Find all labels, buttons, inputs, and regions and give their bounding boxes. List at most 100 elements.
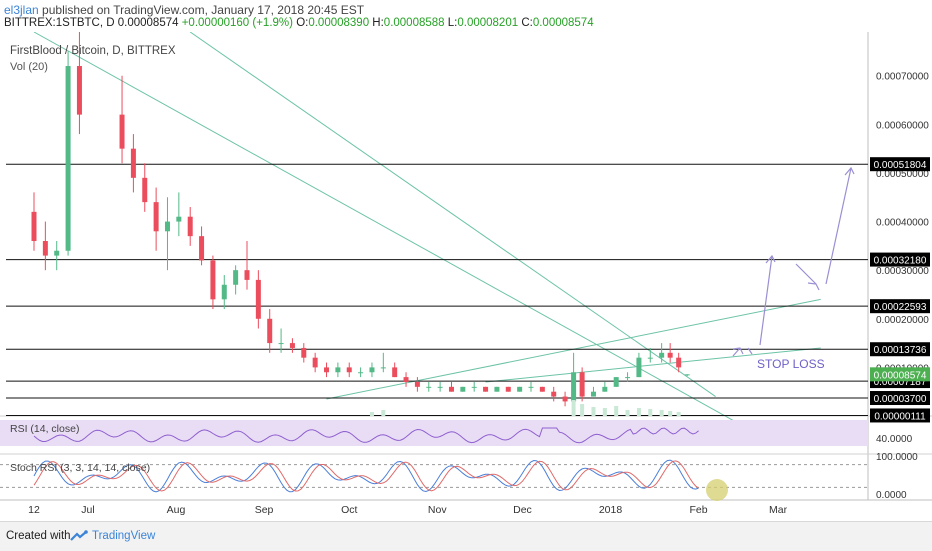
volume-bar xyxy=(602,408,607,416)
candle-body xyxy=(76,66,82,115)
volume-bar xyxy=(381,410,386,416)
candle-body xyxy=(613,377,619,387)
candle-body xyxy=(380,367,386,369)
projection-arrow xyxy=(795,263,817,285)
volume-bar xyxy=(636,408,641,416)
highlight-circle xyxy=(706,479,728,501)
candle-body xyxy=(676,357,682,368)
y-tick-label: 0.00060000 xyxy=(876,120,929,131)
candle-body xyxy=(448,386,454,392)
arrow-head xyxy=(765,254,776,264)
volume-bar xyxy=(668,411,673,416)
candle-body xyxy=(42,241,48,256)
candle-body xyxy=(579,372,585,397)
candle-body xyxy=(483,386,489,392)
x-tick-label: Nov xyxy=(428,504,447,516)
stoch-d-line xyxy=(33,460,699,492)
volume-bar xyxy=(591,407,596,416)
level-label-bg xyxy=(870,391,930,406)
low-key: L: xyxy=(447,17,458,29)
candle-body xyxy=(153,202,159,232)
volume-bar xyxy=(625,410,630,416)
stop-loss-annotation: STOP LOSS xyxy=(757,357,825,371)
candle-body xyxy=(324,367,330,373)
rsi-tick-label: 40.0000 xyxy=(876,434,913,445)
candle-body xyxy=(358,372,364,374)
projection-arrow xyxy=(747,347,753,355)
ohlc-bar: BITTREX:1STBTC, D 0.00008574 +0.00000160… xyxy=(4,17,594,29)
y-tick-label: 0.00070000 xyxy=(876,72,929,83)
volume-bar xyxy=(648,409,653,416)
level-label-bg xyxy=(870,252,930,267)
price-chart[interactable]: STOP LOSS RSI (14, close) Stoch RSI (3, … xyxy=(0,32,932,520)
rsi-band xyxy=(0,420,868,446)
level-label-bg xyxy=(870,299,930,314)
created-with-text: Created with xyxy=(6,530,71,542)
x-tick-label: 2018 xyxy=(599,504,623,516)
projection-arrow xyxy=(825,167,852,285)
high-value: 0.00008588 xyxy=(383,17,445,29)
volume-bar xyxy=(571,400,576,416)
price-panel xyxy=(0,32,868,416)
candle-body xyxy=(551,391,557,397)
stoch-title: Stoch RSI (3, 3, 14, 14, close) xyxy=(10,462,150,474)
candle-body xyxy=(119,114,125,149)
close-value: 0.00008574 xyxy=(532,17,594,29)
candle-body xyxy=(221,284,227,300)
candle-body xyxy=(403,377,409,382)
candle-body xyxy=(267,318,273,344)
x-tick-label: Feb xyxy=(690,504,708,516)
x-tick-label: Mar xyxy=(769,504,788,516)
candle-body xyxy=(289,343,295,348)
x-tick-label: Jul xyxy=(81,504,94,516)
projection-arrow xyxy=(732,347,741,357)
candle-body xyxy=(210,260,216,300)
level-price-label: 0.00013736 xyxy=(874,345,927,356)
footer-bar: Created with TradingView xyxy=(0,521,932,551)
publish-info: el3jlan published on TradingView.com, Ja… xyxy=(4,3,364,17)
candle-body xyxy=(335,367,341,373)
candle-body xyxy=(602,386,608,392)
level-price-label: 0.00051804 xyxy=(874,160,927,171)
candle-body xyxy=(471,386,477,388)
last-price-bg xyxy=(870,367,930,382)
level-price-label: 0.00003700 xyxy=(874,394,927,405)
candle-body xyxy=(233,270,239,285)
tradingview-link[interactable]: TradingView xyxy=(92,530,156,542)
arrow-head xyxy=(844,166,855,176)
projection-arrow xyxy=(759,255,773,346)
level-label-bg xyxy=(870,342,930,357)
candle-body xyxy=(130,148,136,178)
candle-body xyxy=(625,377,631,379)
rsi-title: RSI (14, close) xyxy=(10,423,79,435)
open-key: O: xyxy=(296,17,309,29)
candle-body xyxy=(460,386,466,392)
trendline xyxy=(485,347,821,383)
candle-body xyxy=(369,367,375,373)
candle-body xyxy=(31,211,37,242)
x-tick-label: Sep xyxy=(255,504,274,516)
candle-body xyxy=(346,367,352,373)
candle-body xyxy=(65,66,71,251)
symbol-label: BITTREX:1STBTC, D xyxy=(4,17,115,29)
x-tick-label: Oct xyxy=(341,504,357,516)
candle-body xyxy=(142,177,148,203)
candle-body xyxy=(278,343,284,345)
candle-body xyxy=(494,386,500,392)
x-tick-label: Dec xyxy=(513,504,532,516)
volume-indicator-label: Vol (20) xyxy=(10,61,48,73)
level-price-label: 0.00032180 xyxy=(874,256,927,267)
publish-text: published on TradingView.com, January 17… xyxy=(42,3,365,17)
chart-title: FirstBlood / Bitcoin, D, BITTREX xyxy=(10,45,176,57)
high-key: H: xyxy=(372,17,384,29)
candle-body xyxy=(244,270,250,280)
candle-body xyxy=(255,279,261,319)
candle-body xyxy=(199,236,205,261)
candle-body xyxy=(528,386,534,388)
trendline xyxy=(33,32,739,424)
candle-body xyxy=(684,374,690,376)
author-link[interactable]: el3jlan xyxy=(4,3,39,17)
candle-body xyxy=(667,352,673,358)
level-price-label: 0.00022593 xyxy=(874,302,927,313)
candle-body xyxy=(571,372,577,402)
